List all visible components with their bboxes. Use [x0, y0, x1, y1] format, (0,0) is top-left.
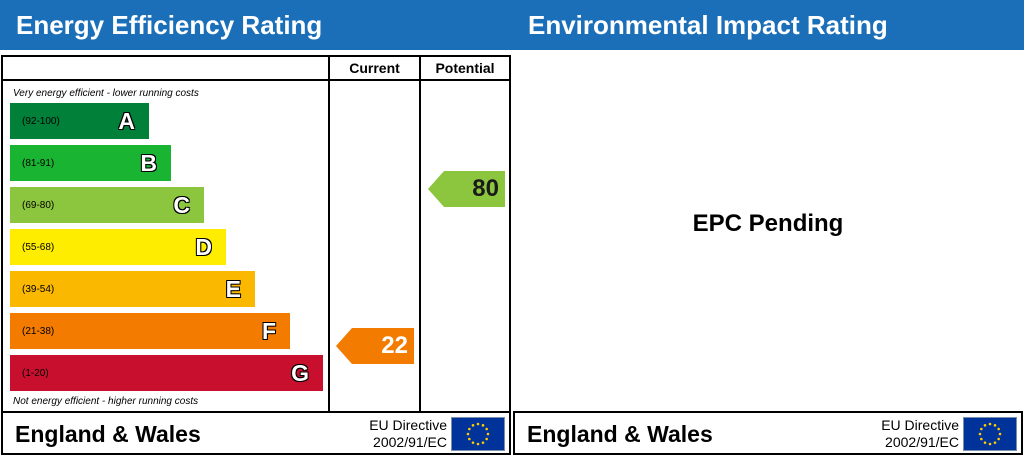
- band-range: (1-20): [22, 367, 49, 379]
- country-label: England & Wales: [15, 421, 201, 447]
- eu-star: [476, 422, 480, 426]
- eu-star: [485, 437, 488, 441]
- eu-star: [486, 432, 490, 436]
- column-divider: [328, 57, 330, 411]
- eu-star: [983, 424, 987, 427]
- band-letter: E: [225, 275, 241, 302]
- top-caption: Very energy efficient - lower running co…: [13, 88, 199, 99]
- eu-star: [993, 424, 997, 427]
- eu-stars: [978, 422, 1002, 446]
- band-d: (55-68) D: [10, 229, 226, 265]
- current-rating-marker: 22: [336, 328, 414, 364]
- directive-line-1: EU Directive: [881, 417, 959, 433]
- eu-flag-icon: [451, 417, 505, 451]
- eu-star: [485, 427, 488, 431]
- band-range: (69-80): [22, 199, 55, 211]
- energy-rating-table: Current Potential Very energy efficient …: [1, 55, 511, 413]
- eu-star: [998, 432, 1002, 436]
- current-marker-arrow: [336, 328, 414, 364]
- band-g: (1-20) G: [10, 355, 323, 391]
- energy-footer: England & Wales EU Directive 2002/91/EC: [1, 411, 511, 455]
- eu-star: [983, 441, 987, 444]
- band-letter: G: [291, 359, 309, 386]
- current-rating-value: 22: [381, 332, 408, 359]
- band-range: (39-54): [22, 283, 55, 295]
- potential-rating-value: 80: [472, 175, 499, 202]
- eu-star: [988, 442, 992, 446]
- eu-star: [468, 427, 471, 431]
- energy-efficiency-title: Energy Efficiency Rating: [0, 0, 512, 50]
- directive-line-2: 2002/91/EC: [885, 434, 959, 450]
- eu-star: [978, 432, 982, 436]
- eu-star: [481, 424, 485, 427]
- eu-star: [471, 441, 475, 444]
- eu-star: [997, 427, 1000, 431]
- epc-pending-status: EPC Pending: [692, 210, 844, 237]
- potential-marker-arrow: [428, 171, 505, 207]
- current-column-header: Current: [349, 60, 400, 76]
- eu-star: [466, 432, 470, 436]
- eu-star: [468, 437, 471, 441]
- eu-star: [993, 441, 997, 444]
- eu-flag-icon: [963, 417, 1017, 451]
- band-f: (21-38) F: [10, 313, 290, 349]
- band-letter: B: [140, 149, 157, 176]
- environmental-footer: England & Wales EU Directive 2002/91/EC: [513, 411, 1023, 455]
- environmental-impact-title: Environmental Impact Rating: [512, 0, 1024, 50]
- band-range: (21-38): [22, 325, 55, 337]
- eu-star: [997, 437, 1000, 441]
- header-divider: [3, 79, 509, 81]
- bottom-caption: Not energy efficient - higher running co…: [13, 396, 199, 407]
- eu-star: [476, 442, 480, 446]
- directive-line-2: 2002/91/EC: [373, 434, 447, 450]
- country-label: England & Wales: [527, 421, 713, 447]
- eu-star: [988, 422, 992, 426]
- band-letter: D: [195, 233, 212, 260]
- band-range: (55-68): [22, 241, 55, 253]
- potential-column-header: Potential: [435, 60, 495, 76]
- band-a: (92-100) A: [10, 103, 149, 139]
- environmental-rating-area: EPC Pending: [513, 55, 1023, 413]
- band-c: (69-80) C: [10, 187, 204, 223]
- eu-directive: EU Directive 2002/91/EC: [881, 417, 959, 451]
- column-divider: [419, 57, 421, 411]
- band-letter: F: [261, 317, 276, 344]
- band-letter: C: [173, 191, 190, 218]
- eu-star: [481, 441, 485, 444]
- eu-stars: [466, 422, 490, 446]
- eu-star: [980, 437, 983, 441]
- eu-star: [471, 424, 475, 427]
- band-range: (92-100): [22, 115, 60, 127]
- band-letter: A: [118, 107, 135, 134]
- environmental-impact-panel: Environmental Impact Rating EPC Pending …: [512, 0, 1024, 457]
- energy-efficiency-panel: Energy Efficiency Rating Current Potenti…: [0, 0, 512, 455]
- eu-directive: EU Directive 2002/91/EC: [369, 417, 447, 451]
- band-b: (81-91) B: [10, 145, 171, 181]
- potential-rating-marker: 80: [428, 171, 505, 207]
- band-range: (81-91): [22, 157, 55, 169]
- directive-line-1: EU Directive: [369, 417, 447, 433]
- band-e: (39-54) E: [10, 271, 255, 307]
- eu-star: [980, 427, 983, 431]
